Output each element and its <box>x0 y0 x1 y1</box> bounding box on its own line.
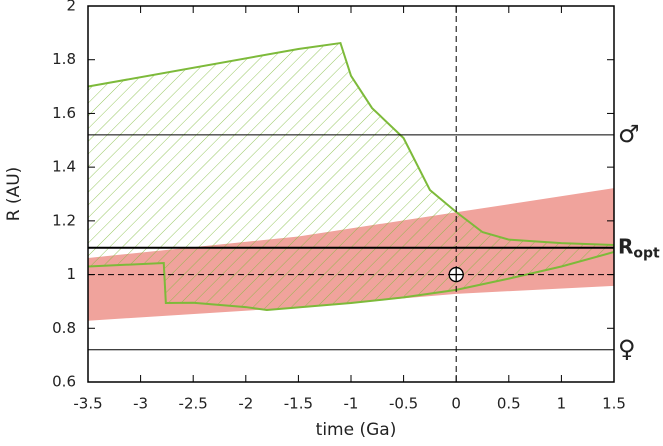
x-tick-label: 0.5 <box>497 395 521 413</box>
label-sub: opt <box>633 246 660 262</box>
y-tick-label: 0.8 <box>52 319 76 337</box>
x-tick-label: 1 <box>557 395 567 413</box>
x-tick-label: -1 <box>344 395 359 413</box>
x-tick-label: -3 <box>133 395 148 413</box>
y-axis-label: R (AU) <box>4 167 24 222</box>
label-main: R <box>618 234 633 258</box>
region-boundary <box>88 251 614 312</box>
label-main: ♂ <box>618 120 640 148</box>
reference-label: Ropt <box>618 234 660 262</box>
reference-label: ♀ <box>618 335 636 363</box>
x-tick-label: -1.5 <box>284 395 313 413</box>
y-tick-label: 1.6 <box>52 104 76 122</box>
x-tick-label: 1.5 <box>602 395 626 413</box>
earth-marker <box>448 266 464 283</box>
y-tick-label: 0.6 <box>52 373 76 391</box>
overlay: ♂ ♀ Ropt <box>88 6 660 382</box>
reference-label: ♂ <box>618 120 640 148</box>
plot-area <box>88 41 614 321</box>
x-axis-label: time (Ga) <box>316 420 397 440</box>
x-tick-label: -0.5 <box>389 395 418 413</box>
hatch-fill <box>88 43 614 311</box>
x-tick-label: -2 <box>238 395 253 413</box>
y-tick-label: 1.8 <box>52 50 76 68</box>
label-main: ♀ <box>618 335 636 363</box>
y-tick-label: 1.4 <box>52 158 76 176</box>
region-boundary <box>88 41 614 247</box>
y-tick-label: 2 <box>66 0 76 15</box>
y-tick-label: 1 <box>66 265 76 283</box>
x-tick-label: 0 <box>451 395 461 413</box>
x-tick-label: -3.5 <box>73 395 102 413</box>
x-tick-label: -2.5 <box>179 395 208 413</box>
y-tick-label: 1.2 <box>52 211 76 229</box>
